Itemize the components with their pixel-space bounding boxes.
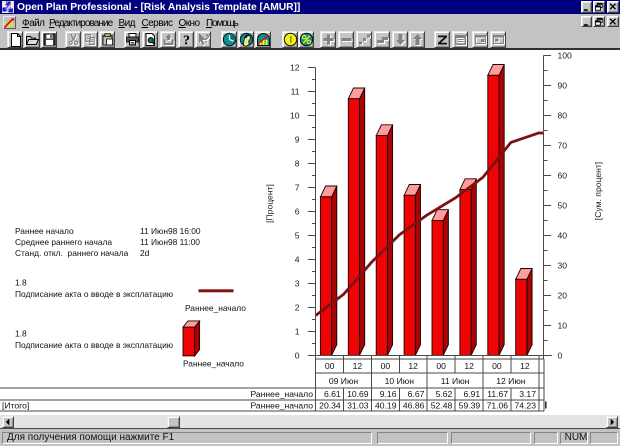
svg-text:Раннее_начало: Раннее_начало — [250, 401, 313, 411]
svg-text:30: 30 — [558, 261, 568, 271]
svg-text:12: 12 — [353, 361, 363, 371]
svg-text:Раннее_начало: Раннее_начало — [183, 358, 244, 368]
svg-text:1.8: 1.8 — [15, 278, 27, 288]
svg-text:00: 00 — [492, 361, 502, 371]
svg-text:10 Июн: 10 Июн — [385, 376, 415, 386]
svg-text:Раннее_начало: Раннее_начало — [250, 389, 313, 399]
svg-text:0: 0 — [558, 351, 563, 361]
svg-text:Среднее раннего начала: Среднее раннего начала — [15, 237, 112, 247]
svg-text:74.23: 74.23 — [514, 401, 536, 411]
svg-text:5.62: 5.62 — [436, 389, 453, 399]
svg-text:[Итого]: [Итого] — [2, 401, 29, 411]
svg-text:00: 00 — [436, 361, 446, 371]
svg-text:10: 10 — [558, 321, 568, 331]
svg-text:6.67: 6.67 — [408, 389, 425, 399]
svg-text:6.91: 6.91 — [463, 389, 480, 399]
svg-text:52.48: 52.48 — [431, 401, 453, 411]
svg-text:?: ? — [183, 34, 190, 48]
svg-text:2d: 2d — [140, 248, 150, 258]
svg-text:7: 7 — [295, 183, 300, 193]
svg-text:3.17: 3.17 — [519, 389, 536, 399]
svg-text:8: 8 — [295, 159, 300, 169]
svg-text:11 Июн98 16:00: 11 Июн98 16:00 — [140, 226, 201, 236]
svg-text:100: 100 — [558, 51, 573, 61]
svg-text:9.16: 9.16 — [380, 389, 397, 399]
svg-text:59.39: 59.39 — [459, 401, 481, 411]
svg-text:6.61: 6.61 — [324, 389, 341, 399]
svg-text:11: 11 — [291, 87, 300, 97]
svg-text:3: 3 — [295, 279, 300, 289]
svg-text:11 Июн: 11 Июн — [441, 376, 470, 386]
svg-text:31.03: 31.03 — [347, 401, 369, 411]
svg-text:1: 1 — [295, 327, 300, 337]
svg-text:46.86: 46.86 — [403, 401, 425, 411]
svg-text:71.06: 71.06 — [487, 401, 509, 411]
svg-text:80: 80 — [558, 111, 568, 121]
svg-text:Раннее начало: Раннее начало — [15, 226, 74, 236]
svg-text:10.69: 10.69 — [347, 389, 369, 399]
svg-text:Станд. откл. раннего начала: Станд. откл. раннего начала — [15, 248, 129, 258]
svg-text:4: 4 — [295, 255, 300, 265]
svg-text:1.8: 1.8 — [15, 328, 27, 338]
svg-text:2: 2 — [295, 303, 300, 313]
svg-text:9: 9 — [295, 135, 300, 145]
svg-text:40: 40 — [558, 231, 568, 241]
svg-text:00: 00 — [381, 361, 391, 371]
svg-text:[Процент]: [Процент] — [265, 184, 275, 223]
svg-text:09 Июн: 09 Июн — [329, 376, 359, 386]
svg-text:6: 6 — [295, 207, 300, 217]
svg-text:40.19: 40.19 — [375, 401, 397, 411]
svg-text:11.67: 11.67 — [487, 389, 508, 399]
svg-text:70: 70 — [558, 141, 568, 151]
svg-text:10: 10 — [290, 111, 300, 121]
svg-text:20: 20 — [558, 291, 568, 301]
svg-text:90: 90 — [558, 81, 568, 91]
svg-text:50: 50 — [558, 201, 568, 211]
svg-text:60: 60 — [558, 171, 568, 181]
svg-text:Подписание акта о вводе в эксп: Подписание акта о вводе в эксплатацию — [15, 289, 173, 299]
svg-text:0: 0 — [295, 351, 300, 361]
svg-text:11 Июн98 11:00: 11 Июн98 11:00 — [140, 237, 200, 247]
svg-text:12: 12 — [464, 361, 474, 371]
svg-text:12: 12 — [290, 63, 300, 73]
svg-text:20.34: 20.34 — [319, 401, 341, 411]
svg-text:[Сум. процент]: [Сум. процент] — [593, 162, 603, 220]
svg-text:12: 12 — [520, 361, 530, 371]
svg-text:12 Июн: 12 Июн — [496, 376, 526, 386]
svg-text:Подписание акта о вводе в эксп: Подписание акта о вводе в эксплатацию — [15, 340, 173, 350]
svg-text:5: 5 — [295, 231, 300, 241]
svg-text:12: 12 — [408, 361, 418, 371]
svg-text:Раннее_начало: Раннее_начало — [185, 303, 246, 313]
svg-text:00: 00 — [325, 361, 335, 371]
